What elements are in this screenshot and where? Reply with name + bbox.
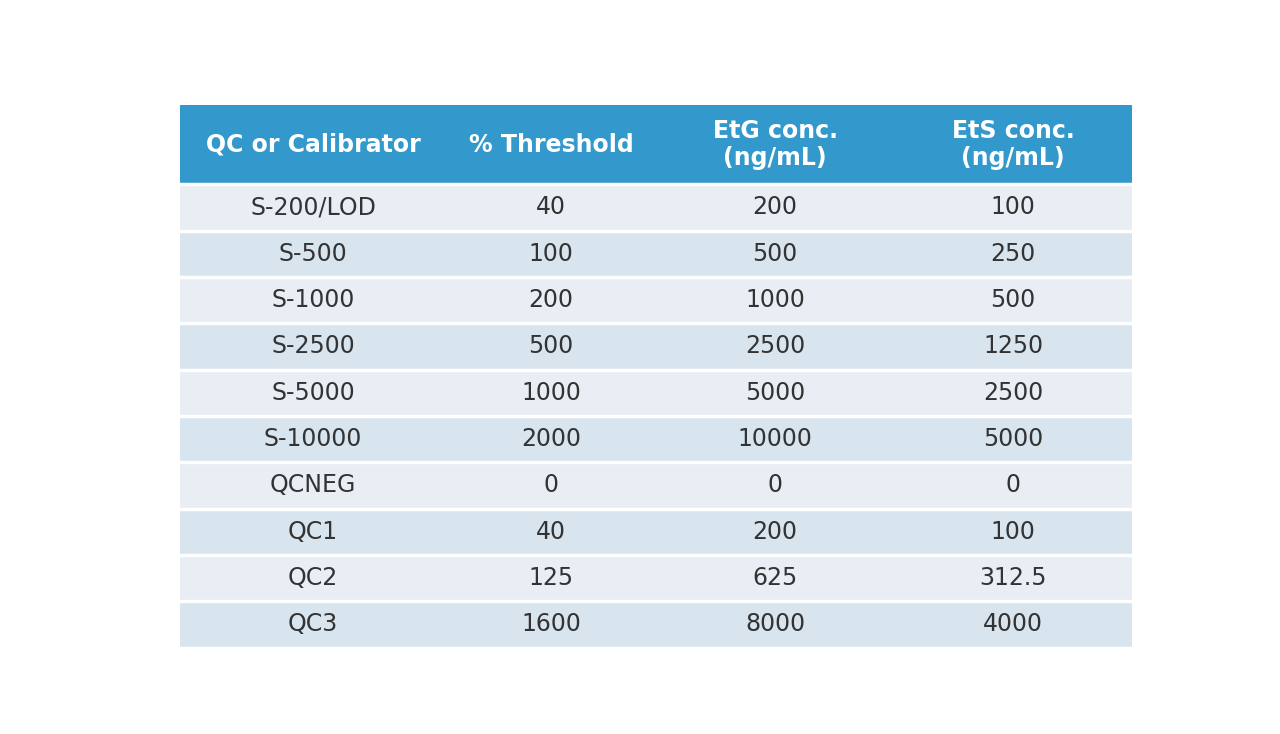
FancyBboxPatch shape — [447, 230, 657, 277]
Text: 40: 40 — [536, 520, 566, 544]
Text: QC1: QC1 — [288, 520, 338, 544]
Text: 312.5: 312.5 — [979, 566, 1047, 590]
Text: EtG conc.
(ng/mL): EtG conc. (ng/mL) — [713, 119, 837, 170]
Text: 200: 200 — [753, 520, 797, 544]
Text: 2500: 2500 — [983, 381, 1043, 404]
FancyBboxPatch shape — [179, 323, 447, 369]
FancyBboxPatch shape — [447, 601, 657, 647]
FancyBboxPatch shape — [447, 369, 657, 416]
FancyBboxPatch shape — [657, 184, 895, 230]
Text: 100: 100 — [529, 241, 573, 266]
FancyBboxPatch shape — [447, 555, 657, 601]
Text: EtS conc.
(ng/mL): EtS conc. (ng/mL) — [952, 119, 1074, 170]
Text: 1250: 1250 — [983, 335, 1043, 358]
Text: 1600: 1600 — [521, 612, 581, 636]
Text: QC3: QC3 — [288, 612, 338, 636]
Text: 1000: 1000 — [745, 288, 805, 312]
Text: 2000: 2000 — [521, 427, 581, 451]
Text: S-200/LOD: S-200/LOD — [250, 195, 376, 219]
FancyBboxPatch shape — [179, 555, 447, 601]
Text: 5000: 5000 — [745, 381, 805, 404]
FancyBboxPatch shape — [657, 509, 895, 555]
FancyBboxPatch shape — [179, 105, 447, 184]
Text: 0: 0 — [768, 473, 782, 498]
Text: 8000: 8000 — [745, 612, 805, 636]
Text: QC or Calibrator: QC or Calibrator — [206, 133, 421, 156]
Text: 1000: 1000 — [521, 381, 581, 404]
Text: 200: 200 — [753, 195, 797, 219]
FancyBboxPatch shape — [447, 416, 657, 462]
FancyBboxPatch shape — [895, 555, 1132, 601]
FancyBboxPatch shape — [447, 509, 657, 555]
FancyBboxPatch shape — [179, 509, 447, 555]
FancyBboxPatch shape — [895, 105, 1132, 184]
Text: 500: 500 — [529, 335, 573, 358]
Text: QC2: QC2 — [288, 566, 338, 590]
Text: S-500: S-500 — [279, 241, 348, 266]
Text: 0: 0 — [1006, 473, 1020, 498]
Text: 250: 250 — [991, 241, 1036, 266]
FancyBboxPatch shape — [895, 184, 1132, 230]
FancyBboxPatch shape — [657, 416, 895, 462]
Text: 5000: 5000 — [983, 427, 1043, 451]
FancyBboxPatch shape — [895, 230, 1132, 277]
FancyBboxPatch shape — [179, 462, 447, 509]
FancyBboxPatch shape — [657, 462, 895, 509]
Text: 100: 100 — [991, 195, 1036, 219]
Text: 100: 100 — [991, 520, 1036, 544]
FancyBboxPatch shape — [657, 230, 895, 277]
FancyBboxPatch shape — [895, 277, 1132, 323]
FancyBboxPatch shape — [657, 277, 895, 323]
FancyBboxPatch shape — [447, 323, 657, 369]
Text: 4000: 4000 — [983, 612, 1043, 636]
Text: 125: 125 — [529, 566, 573, 590]
FancyBboxPatch shape — [447, 277, 657, 323]
FancyBboxPatch shape — [179, 230, 447, 277]
FancyBboxPatch shape — [447, 462, 657, 509]
FancyBboxPatch shape — [657, 105, 895, 184]
Text: 500: 500 — [991, 288, 1036, 312]
FancyBboxPatch shape — [179, 277, 447, 323]
FancyBboxPatch shape — [895, 462, 1132, 509]
FancyBboxPatch shape — [447, 105, 657, 184]
FancyBboxPatch shape — [657, 555, 895, 601]
FancyBboxPatch shape — [179, 416, 447, 462]
Text: S-1000: S-1000 — [271, 288, 355, 312]
Text: S-10000: S-10000 — [264, 427, 362, 451]
FancyBboxPatch shape — [657, 323, 895, 369]
Text: S-5000: S-5000 — [271, 381, 355, 404]
FancyBboxPatch shape — [895, 323, 1132, 369]
Text: QCNEG: QCNEG — [270, 473, 356, 498]
Text: 200: 200 — [529, 288, 573, 312]
Text: 625: 625 — [753, 566, 797, 590]
FancyBboxPatch shape — [447, 184, 657, 230]
Text: 500: 500 — [753, 241, 797, 266]
Text: 40: 40 — [536, 195, 566, 219]
FancyBboxPatch shape — [895, 416, 1132, 462]
Text: 10000: 10000 — [737, 427, 813, 451]
Text: 2500: 2500 — [745, 335, 805, 358]
FancyBboxPatch shape — [657, 601, 895, 647]
FancyBboxPatch shape — [179, 601, 447, 647]
FancyBboxPatch shape — [895, 601, 1132, 647]
FancyBboxPatch shape — [179, 369, 447, 416]
FancyBboxPatch shape — [657, 369, 895, 416]
Text: S-2500: S-2500 — [271, 335, 355, 358]
Text: % Threshold: % Threshold — [468, 133, 634, 156]
FancyBboxPatch shape — [179, 184, 447, 230]
FancyBboxPatch shape — [895, 509, 1132, 555]
Text: 0: 0 — [544, 473, 559, 498]
FancyBboxPatch shape — [895, 369, 1132, 416]
